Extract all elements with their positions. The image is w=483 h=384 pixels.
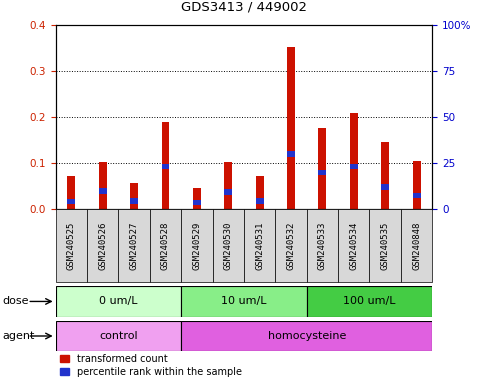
Text: GSM240529: GSM240529 xyxy=(192,222,201,270)
Bar xyxy=(287,151,295,157)
Bar xyxy=(350,113,358,209)
Text: GSM240848: GSM240848 xyxy=(412,222,421,270)
Text: GSM240527: GSM240527 xyxy=(129,222,139,270)
Bar xyxy=(130,182,138,209)
Text: GDS3413 / 449002: GDS3413 / 449002 xyxy=(181,0,307,13)
Bar xyxy=(56,286,181,317)
Text: GSM240531: GSM240531 xyxy=(255,222,264,270)
Bar xyxy=(275,209,307,282)
Text: GSM240535: GSM240535 xyxy=(381,222,390,270)
Bar xyxy=(181,209,213,282)
Text: control: control xyxy=(99,331,138,341)
Text: agent: agent xyxy=(2,331,35,341)
Bar xyxy=(67,176,75,209)
Bar xyxy=(213,209,244,282)
Text: 0 um/L: 0 um/L xyxy=(99,296,138,306)
Bar xyxy=(56,321,181,351)
Bar xyxy=(193,188,201,209)
Bar xyxy=(381,142,389,209)
Text: GSM240525: GSM240525 xyxy=(67,222,76,270)
Bar xyxy=(193,200,201,205)
Bar xyxy=(224,162,232,209)
Text: GSM240533: GSM240533 xyxy=(318,222,327,270)
Bar xyxy=(256,198,264,204)
Bar xyxy=(161,164,170,169)
Text: GSM240532: GSM240532 xyxy=(286,222,296,270)
Bar xyxy=(224,189,232,195)
Bar xyxy=(56,209,87,282)
Bar xyxy=(307,209,338,282)
Bar xyxy=(338,209,369,282)
Bar xyxy=(181,321,432,351)
Bar xyxy=(118,209,150,282)
Bar xyxy=(412,193,421,198)
Bar xyxy=(401,209,432,282)
Text: 100 um/L: 100 um/L xyxy=(343,296,396,306)
Text: GSM240526: GSM240526 xyxy=(98,222,107,270)
Bar xyxy=(99,188,107,194)
Bar xyxy=(287,47,295,209)
Bar xyxy=(307,286,432,317)
Text: 10 um/L: 10 um/L xyxy=(221,296,267,306)
Text: GSM240534: GSM240534 xyxy=(349,222,358,270)
Bar xyxy=(130,198,138,204)
Legend: transformed count, percentile rank within the sample: transformed count, percentile rank withi… xyxy=(60,354,242,377)
Bar xyxy=(67,199,75,204)
Bar xyxy=(87,209,118,282)
Bar xyxy=(412,161,421,209)
Bar xyxy=(99,162,107,209)
Text: dose: dose xyxy=(2,296,29,306)
Bar xyxy=(256,176,264,209)
Bar xyxy=(181,286,307,317)
Text: homocysteine: homocysteine xyxy=(268,331,346,341)
Bar xyxy=(318,128,327,209)
Bar xyxy=(369,209,401,282)
Bar xyxy=(244,209,275,282)
Bar xyxy=(161,122,170,209)
Bar xyxy=(381,184,389,190)
Text: GSM240530: GSM240530 xyxy=(224,222,233,270)
Bar xyxy=(350,164,358,169)
Text: GSM240528: GSM240528 xyxy=(161,222,170,270)
Bar xyxy=(150,209,181,282)
Bar xyxy=(318,170,327,175)
